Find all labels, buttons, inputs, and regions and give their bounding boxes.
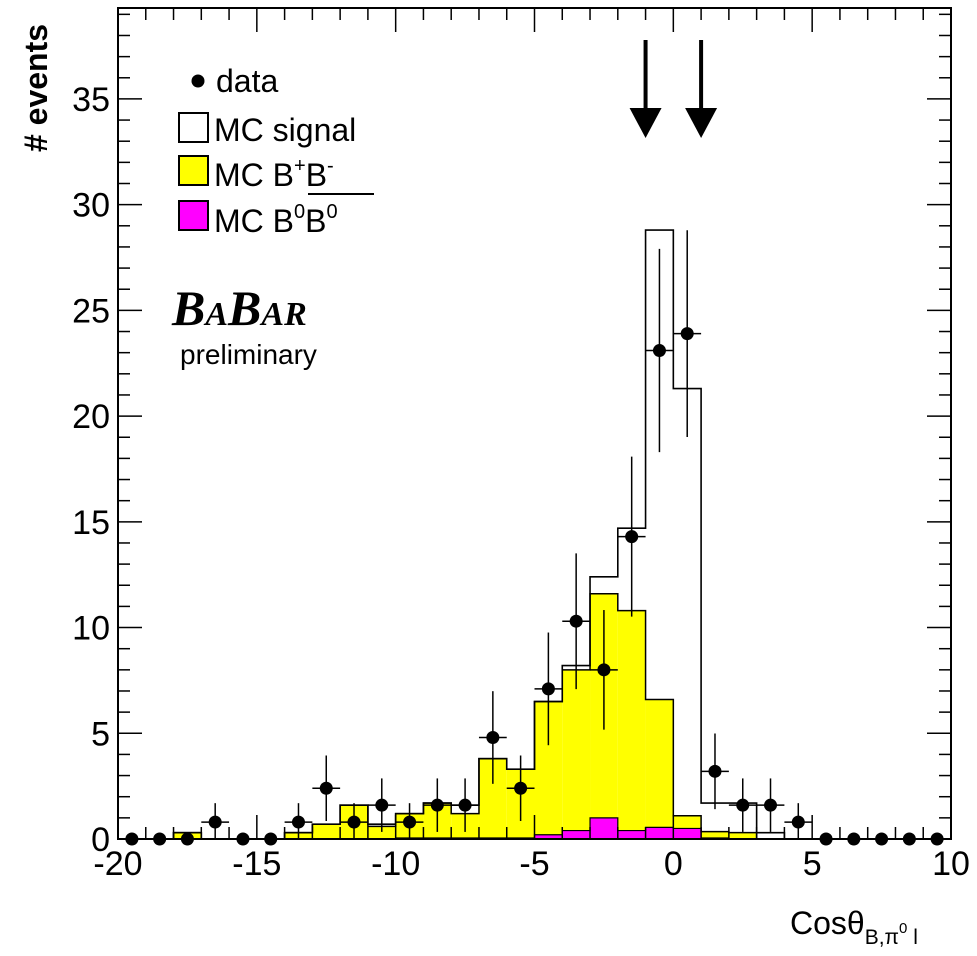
x-tick-label: 5 <box>803 845 822 883</box>
cut-arrow-head <box>685 108 718 138</box>
y-tick-label: 10 <box>72 610 110 648</box>
b0b0-bar <box>562 830 591 839</box>
legend-data-marker <box>191 74 205 88</box>
data-point <box>486 731 500 745</box>
data-point <box>514 781 528 795</box>
legend-bpbm-sup2: - <box>327 155 334 177</box>
x-axis-label: CosθB,π0 l <box>790 905 918 949</box>
axes <box>117 7 952 840</box>
tick-labels: -20 -15 -10 -5 0 5 10 0 5 10 15 20 25 30 35 <box>72 81 970 883</box>
bpbm-bar <box>728 832 757 839</box>
babar-logo: BABAR <box>171 280 307 336</box>
y-tick-label: 30 <box>72 187 110 225</box>
x-axis-label-main: Cosθ <box>790 905 865 941</box>
x-axis-label-sup: 0 <box>899 920 907 937</box>
data-point <box>375 798 389 812</box>
x-axis-label-sub: B,π <box>865 926 899 949</box>
b0b0-bar <box>673 828 702 839</box>
legend-b0b0-label: MC B0B0 <box>214 201 338 239</box>
x-tick-label: 10 <box>932 845 970 883</box>
data-point <box>541 682 555 696</box>
b0b0-bar <box>617 830 646 839</box>
babar-logo-a2: AR <box>259 296 306 333</box>
legend-signal-label: MC signal <box>214 112 356 148</box>
data-point <box>791 815 805 829</box>
data-point <box>680 327 694 341</box>
bpbm-bar <box>562 669 591 839</box>
data-point <box>430 798 444 812</box>
b0b0-bar <box>534 834 563 839</box>
x-axis-label-tail: l <box>907 926 918 949</box>
legend-bpbm-base: MC B <box>214 157 294 193</box>
b0b0-bar <box>645 827 674 839</box>
y-tick-label: 35 <box>72 81 110 119</box>
legend-bpbm-swatch <box>178 155 209 186</box>
legend-b0b0-sup2: 0 <box>326 201 337 223</box>
data-point <box>652 344 666 358</box>
legend-signal-swatch <box>178 112 209 143</box>
legend-bpbm-sup1: + <box>294 155 306 177</box>
cut-arrow-head <box>629 108 662 138</box>
x-tick-label: 0 <box>664 845 683 883</box>
bpbm-bar <box>367 826 396 839</box>
babar-logo-a1: A <box>203 296 228 333</box>
x-tick-label: -5 <box>519 845 549 883</box>
legend-data-label: data <box>216 63 278 99</box>
data-point <box>347 815 361 829</box>
legend-b0b0-swatch <box>178 200 209 231</box>
babar-logo-b1: B <box>171 280 205 336</box>
x-tick-label: -10 <box>371 845 420 883</box>
data-point <box>736 798 750 812</box>
data-point <box>403 815 417 829</box>
y-axis-label: # events <box>18 24 54 152</box>
data-point <box>569 614 583 628</box>
data-point <box>625 530 639 544</box>
cut-arrows <box>629 40 718 138</box>
data-point <box>764 798 778 812</box>
y-tick-label: 25 <box>72 292 110 330</box>
bpbm-bar <box>701 831 729 839</box>
bpbm-bar <box>312 824 341 839</box>
data-point <box>597 663 611 677</box>
bpbm-bar <box>617 610 646 839</box>
data-point <box>208 815 222 829</box>
x-tick-label: -15 <box>232 845 281 883</box>
legend-bpbm-base2: B <box>306 157 327 193</box>
legend-b0b0-base: MC B <box>214 203 294 239</box>
y-tick-label: 20 <box>72 398 110 436</box>
babar-logo-b2: B <box>227 280 261 336</box>
y-tick-label: 15 <box>72 504 110 542</box>
preliminary-label: preliminary <box>180 339 317 370</box>
x-tick-label: -20 <box>93 845 142 883</box>
bpbm-bar <box>645 699 674 839</box>
legend: data MC signal MC B+B- MC B0B0 <box>178 63 374 239</box>
b0b0-bar <box>590 817 618 839</box>
legend-bpbm-label: MC B+B- <box>214 155 334 193</box>
legend-b0b0-sup1: 0 <box>294 201 305 223</box>
data-point <box>319 781 333 795</box>
data-point <box>291 815 305 829</box>
legend-b0b0-base2: B <box>305 203 326 239</box>
data-point <box>708 764 722 778</box>
y-tick-label: 0 <box>91 821 110 859</box>
y-tick-label: 5 <box>91 715 110 753</box>
data-point <box>458 798 472 812</box>
